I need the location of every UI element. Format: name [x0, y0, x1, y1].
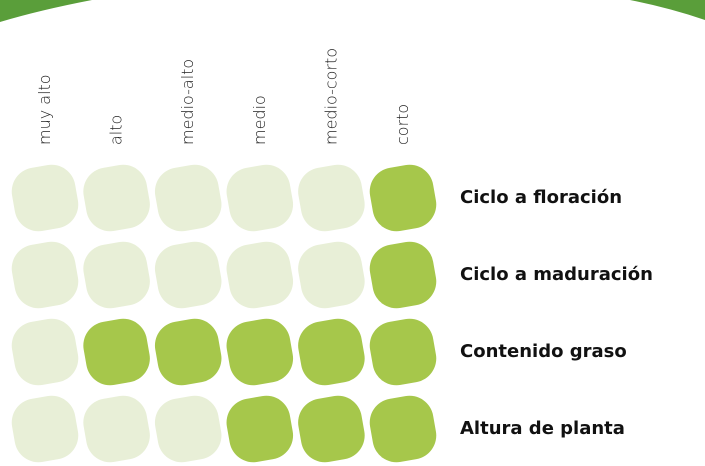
- rating-cell: [154, 241, 222, 309]
- column-label: medio: [250, 95, 269, 145]
- rating-cell: [83, 164, 150, 232]
- rating-cell: [298, 241, 365, 309]
- rating-cell: [226, 318, 294, 386]
- column-label: alto: [107, 115, 126, 145]
- corner-decoration: [0, 0, 92, 22]
- rating-cell: [154, 164, 222, 232]
- column-label: corto: [393, 104, 412, 145]
- column-label: medio-corto: [321, 48, 340, 145]
- rating-cell: [83, 318, 150, 386]
- rating-cell: [83, 241, 150, 309]
- row-label: Ciclo a maduración: [460, 264, 653, 285]
- rating-cell: [369, 164, 437, 232]
- rating-cell: [154, 395, 222, 463]
- rating-cell: [226, 164, 294, 232]
- rating-cell: [369, 318, 437, 386]
- rating-cell: [298, 318, 365, 386]
- rating-cell: [11, 241, 79, 309]
- row-label: Altura de planta: [460, 418, 625, 439]
- column-label: muy alto: [35, 74, 54, 145]
- rating-cell: [11, 164, 79, 232]
- row-label: Contenido graso: [460, 341, 627, 362]
- rating-cell: [226, 395, 294, 463]
- rating-cell: [154, 318, 222, 386]
- rating-cell: [11, 395, 79, 463]
- rating-cell: [369, 395, 437, 463]
- rating-cell: [369, 241, 437, 309]
- column-label: medio-alto: [178, 59, 197, 145]
- rating-cell: [226, 241, 294, 309]
- rating-cell: [298, 164, 365, 232]
- row-label: Ciclo a floración: [460, 187, 622, 208]
- rating-cell: [11, 318, 79, 386]
- corner-decoration: [630, 0, 705, 20]
- rating-cell: [83, 395, 150, 463]
- rating-cell: [298, 395, 365, 463]
